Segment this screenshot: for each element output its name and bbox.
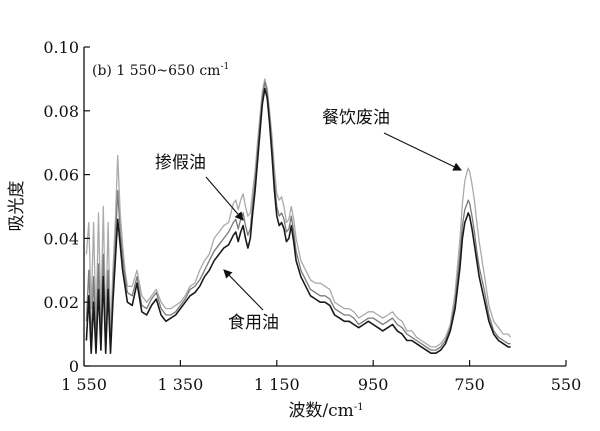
series-line-1 <box>85 78 512 348</box>
y-axis-label: 吸光度 <box>7 181 27 232</box>
x-axis-label: 波数/cm-1 <box>288 401 363 421</box>
y-tick-label: 0.04 <box>43 229 79 248</box>
x-tick-label: 550 <box>551 375 582 394</box>
panel-label: (b) 1 550~650 cm-1 <box>92 62 229 79</box>
annotation-adulterated-oil: 掺假油 <box>155 153 206 173</box>
annotation-edible-oil: 食用油 <box>228 313 279 333</box>
y-tick-label: 0.10 <box>43 38 79 57</box>
series-line-2 <box>85 81 511 351</box>
series-layer <box>85 78 512 355</box>
x-tick-label: 1 550 <box>61 375 107 394</box>
y-tick-label: 0.08 <box>43 102 79 121</box>
annotation-arrow-edible-oil <box>223 269 264 311</box>
y-tick-label: 0.02 <box>43 293 79 312</box>
annotation-restaurant-waste-oil: 餐饮废油 <box>322 108 390 128</box>
y-tick-label: 0 <box>69 357 79 376</box>
annotation-arrow-restaurant-waste-oil <box>383 132 462 171</box>
y-ticks: 0 0.02 0.04 0.06 0.08 0.10 <box>43 38 90 376</box>
x-tick-label: 1 350 <box>157 375 203 394</box>
x-ticks: 1 550 1 350 1 150 950 750 550 <box>61 360 581 394</box>
x-tick-label: 750 <box>454 375 485 394</box>
x-tick-label: 950 <box>358 375 389 394</box>
x-tick-label: 1 150 <box>254 375 300 394</box>
series-line-3 <box>85 87 511 355</box>
y-tick-label: 0.06 <box>43 166 79 185</box>
annotation-arrow-adulterated-oil <box>205 176 244 221</box>
